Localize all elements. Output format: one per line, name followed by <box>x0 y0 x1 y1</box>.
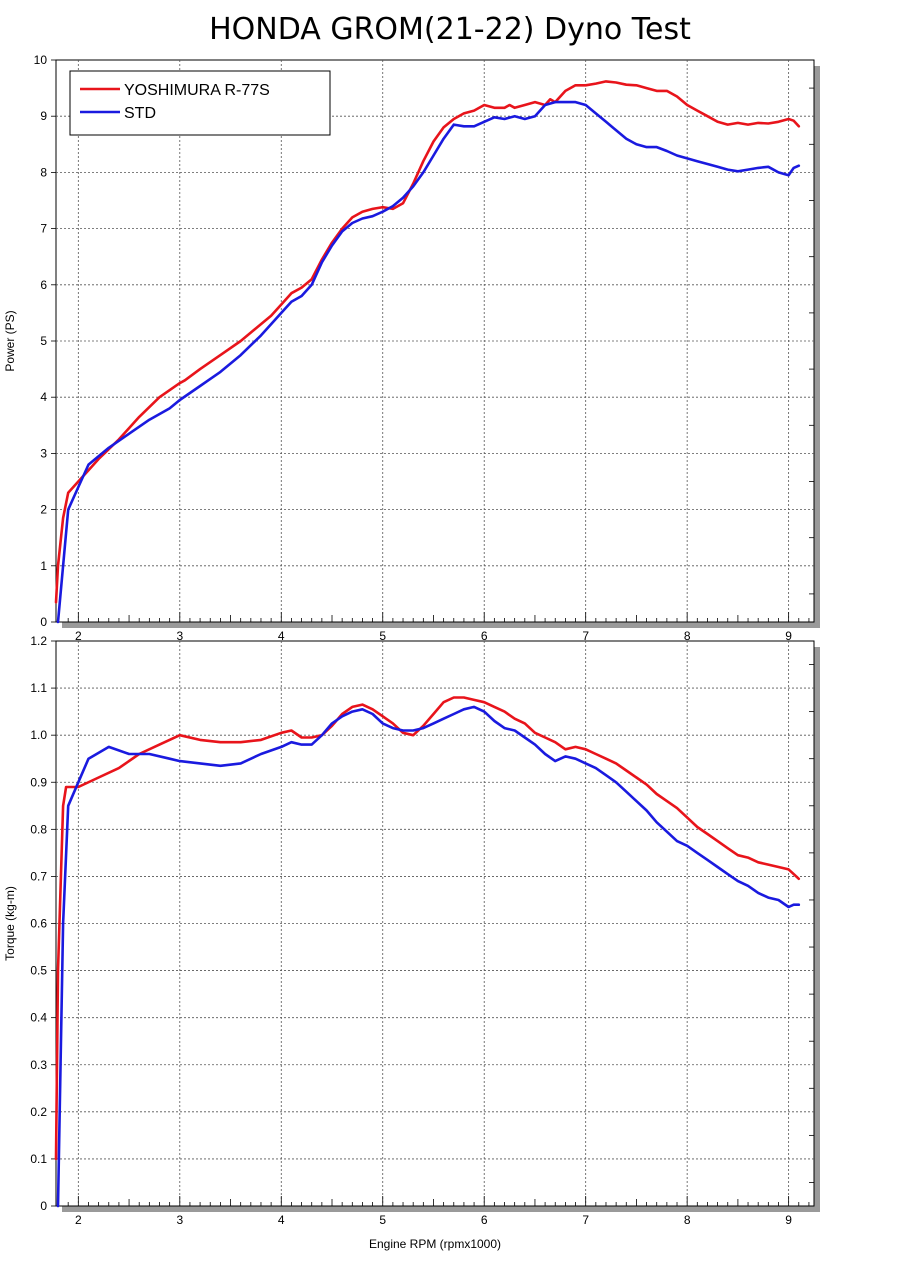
x-tick-label: 5 <box>379 1213 386 1227</box>
y-tick-label: 0 <box>40 1199 47 1213</box>
power-panel: 2 3 4 5 6 7 8 9 0 1 2 3 4 5 6 7 8 9 10 Power (PS) YOSHIMURA … <box>3 53 820 643</box>
x-tick-label: 4 <box>278 1213 285 1227</box>
series-line-yoshimura <box>54 696 801 1161</box>
y-tick-label: 1.1 <box>30 681 47 695</box>
y-tick-label: 8 <box>40 165 47 179</box>
x-tick-label: 6 <box>481 629 488 643</box>
y-tick-label: 7 <box>40 222 47 236</box>
x-tick-label: 5 <box>379 629 386 643</box>
y-tick-label: 0.5 <box>30 964 47 978</box>
legend-box <box>69 70 331 136</box>
x-tick-label: 9 <box>785 629 792 643</box>
x-tick-label: 2 <box>75 1213 82 1227</box>
x-tick-label: 6 <box>481 1213 488 1227</box>
torque-panel: 2 3 4 5 6 7 8 9 0 0.1 0.2 0.3 0.4 0.5 0.6 0.7 0.8 0.9 1.0 1… <box>3 634 820 1227</box>
legend-entry: YOSHIMURA R-77S <box>124 82 270 99</box>
y-tick-label: 9 <box>40 109 47 123</box>
y-tick-label: 5 <box>40 334 47 348</box>
x-tick-label: 8 <box>684 629 691 643</box>
y-axis-label: Torque (kg-m) <box>3 886 17 961</box>
y-tick-label: 3 <box>40 446 47 460</box>
x-tick-label: 2 <box>75 629 82 643</box>
x-tick-label: 9 <box>785 1213 792 1227</box>
y-tick-label: 0.6 <box>30 917 47 931</box>
y-tick-label: 0.9 <box>30 775 47 789</box>
chart-title: HONDA GROM(21-22) Dyno Test <box>209 12 691 47</box>
x-axis-label: Engine RPM (rpmx1000) <box>369 1237 501 1251</box>
y-tick-label: 0 <box>40 615 47 629</box>
legend-entry: STD <box>124 105 156 122</box>
y-tick-label: 0.7 <box>30 869 47 883</box>
x-tick-label: 4 <box>278 629 285 643</box>
y-tick-label: 0.8 <box>30 822 47 836</box>
y-tick-label: 0.3 <box>30 1058 47 1072</box>
y-tick-label: 2 <box>40 503 47 517</box>
x-tick-label: 7 <box>582 629 589 643</box>
y-tick-label: 1 <box>40 559 47 573</box>
y-axis-label: Power (PS) <box>3 310 17 371</box>
x-tick-label: 7 <box>582 1213 589 1227</box>
series-line-yoshimura <box>54 80 801 604</box>
x-tick-label: 3 <box>176 629 183 643</box>
y-tick-label: 0.1 <box>30 1152 47 1166</box>
y-tick-label: 1.0 <box>30 728 47 742</box>
y-tick-label: 6 <box>40 278 47 292</box>
y-tick-label: 0.4 <box>30 1011 47 1025</box>
y-tick-label: 4 <box>40 390 47 404</box>
series-line-std <box>56 705 801 1208</box>
y-tick-label: 10 <box>34 53 48 67</box>
y-tick-label: 0.2 <box>30 1105 47 1119</box>
x-tick-label: 8 <box>684 1213 691 1227</box>
series-line-std <box>56 100 801 624</box>
y-tick-label: 1.2 <box>30 634 47 648</box>
x-tick-label: 3 <box>176 1213 183 1227</box>
